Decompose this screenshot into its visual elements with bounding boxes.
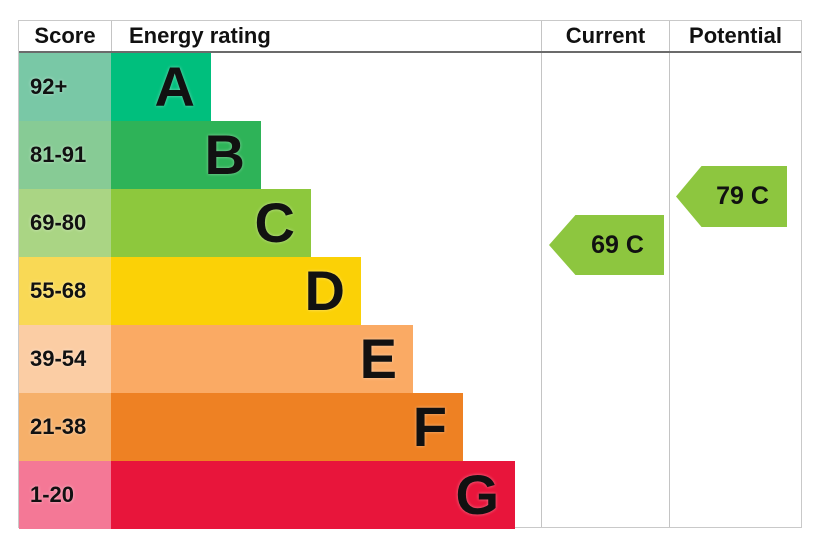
potential-rating-arrow: 79 C — [676, 166, 787, 227]
score-range-b: 81-91 — [19, 121, 111, 189]
header-score: Score — [34, 23, 96, 48]
band-bar-e: E — [111, 325, 413, 393]
epc-table: Score Energy rating Current Potential 92… — [18, 20, 802, 529]
header-row: Score Energy rating Current Potential — [19, 21, 801, 53]
score-range-c: 69-80 — [19, 189, 111, 257]
band-row-g: 1-20 G — [19, 461, 801, 529]
potential-column-divider — [669, 53, 670, 527]
band-bar-f: F — [111, 393, 463, 461]
band-row-b: 81-91 B — [19, 121, 801, 189]
score-range-f: 21-38 — [19, 393, 111, 461]
band-bar-a: A — [111, 53, 211, 121]
header-potential: Potential — [669, 21, 801, 51]
score-range-e: 39-54 — [19, 325, 111, 393]
band-row-e: 39-54 E — [19, 325, 801, 393]
band-bar-b: B — [111, 121, 261, 189]
band-row-a: 92+ A — [19, 53, 801, 121]
header-current: Current — [541, 21, 669, 51]
band-bar-d: D — [111, 257, 361, 325]
header-energy-rating: Energy rating — [111, 21, 541, 51]
band-row-c: 69-80 C — [19, 189, 801, 257]
band-bar-c: C — [111, 189, 311, 257]
current-column-divider — [541, 53, 542, 527]
band-row-f: 21-38 F — [19, 393, 801, 461]
score-range-d: 55-68 — [19, 257, 111, 325]
band-row-d: 55-68 D — [19, 257, 801, 325]
current-rating-arrow: 69 C — [549, 215, 664, 275]
score-range-a: 92+ — [19, 53, 111, 121]
band-bar-g: G — [111, 461, 515, 529]
score-range-g: 1-20 — [19, 461, 111, 529]
